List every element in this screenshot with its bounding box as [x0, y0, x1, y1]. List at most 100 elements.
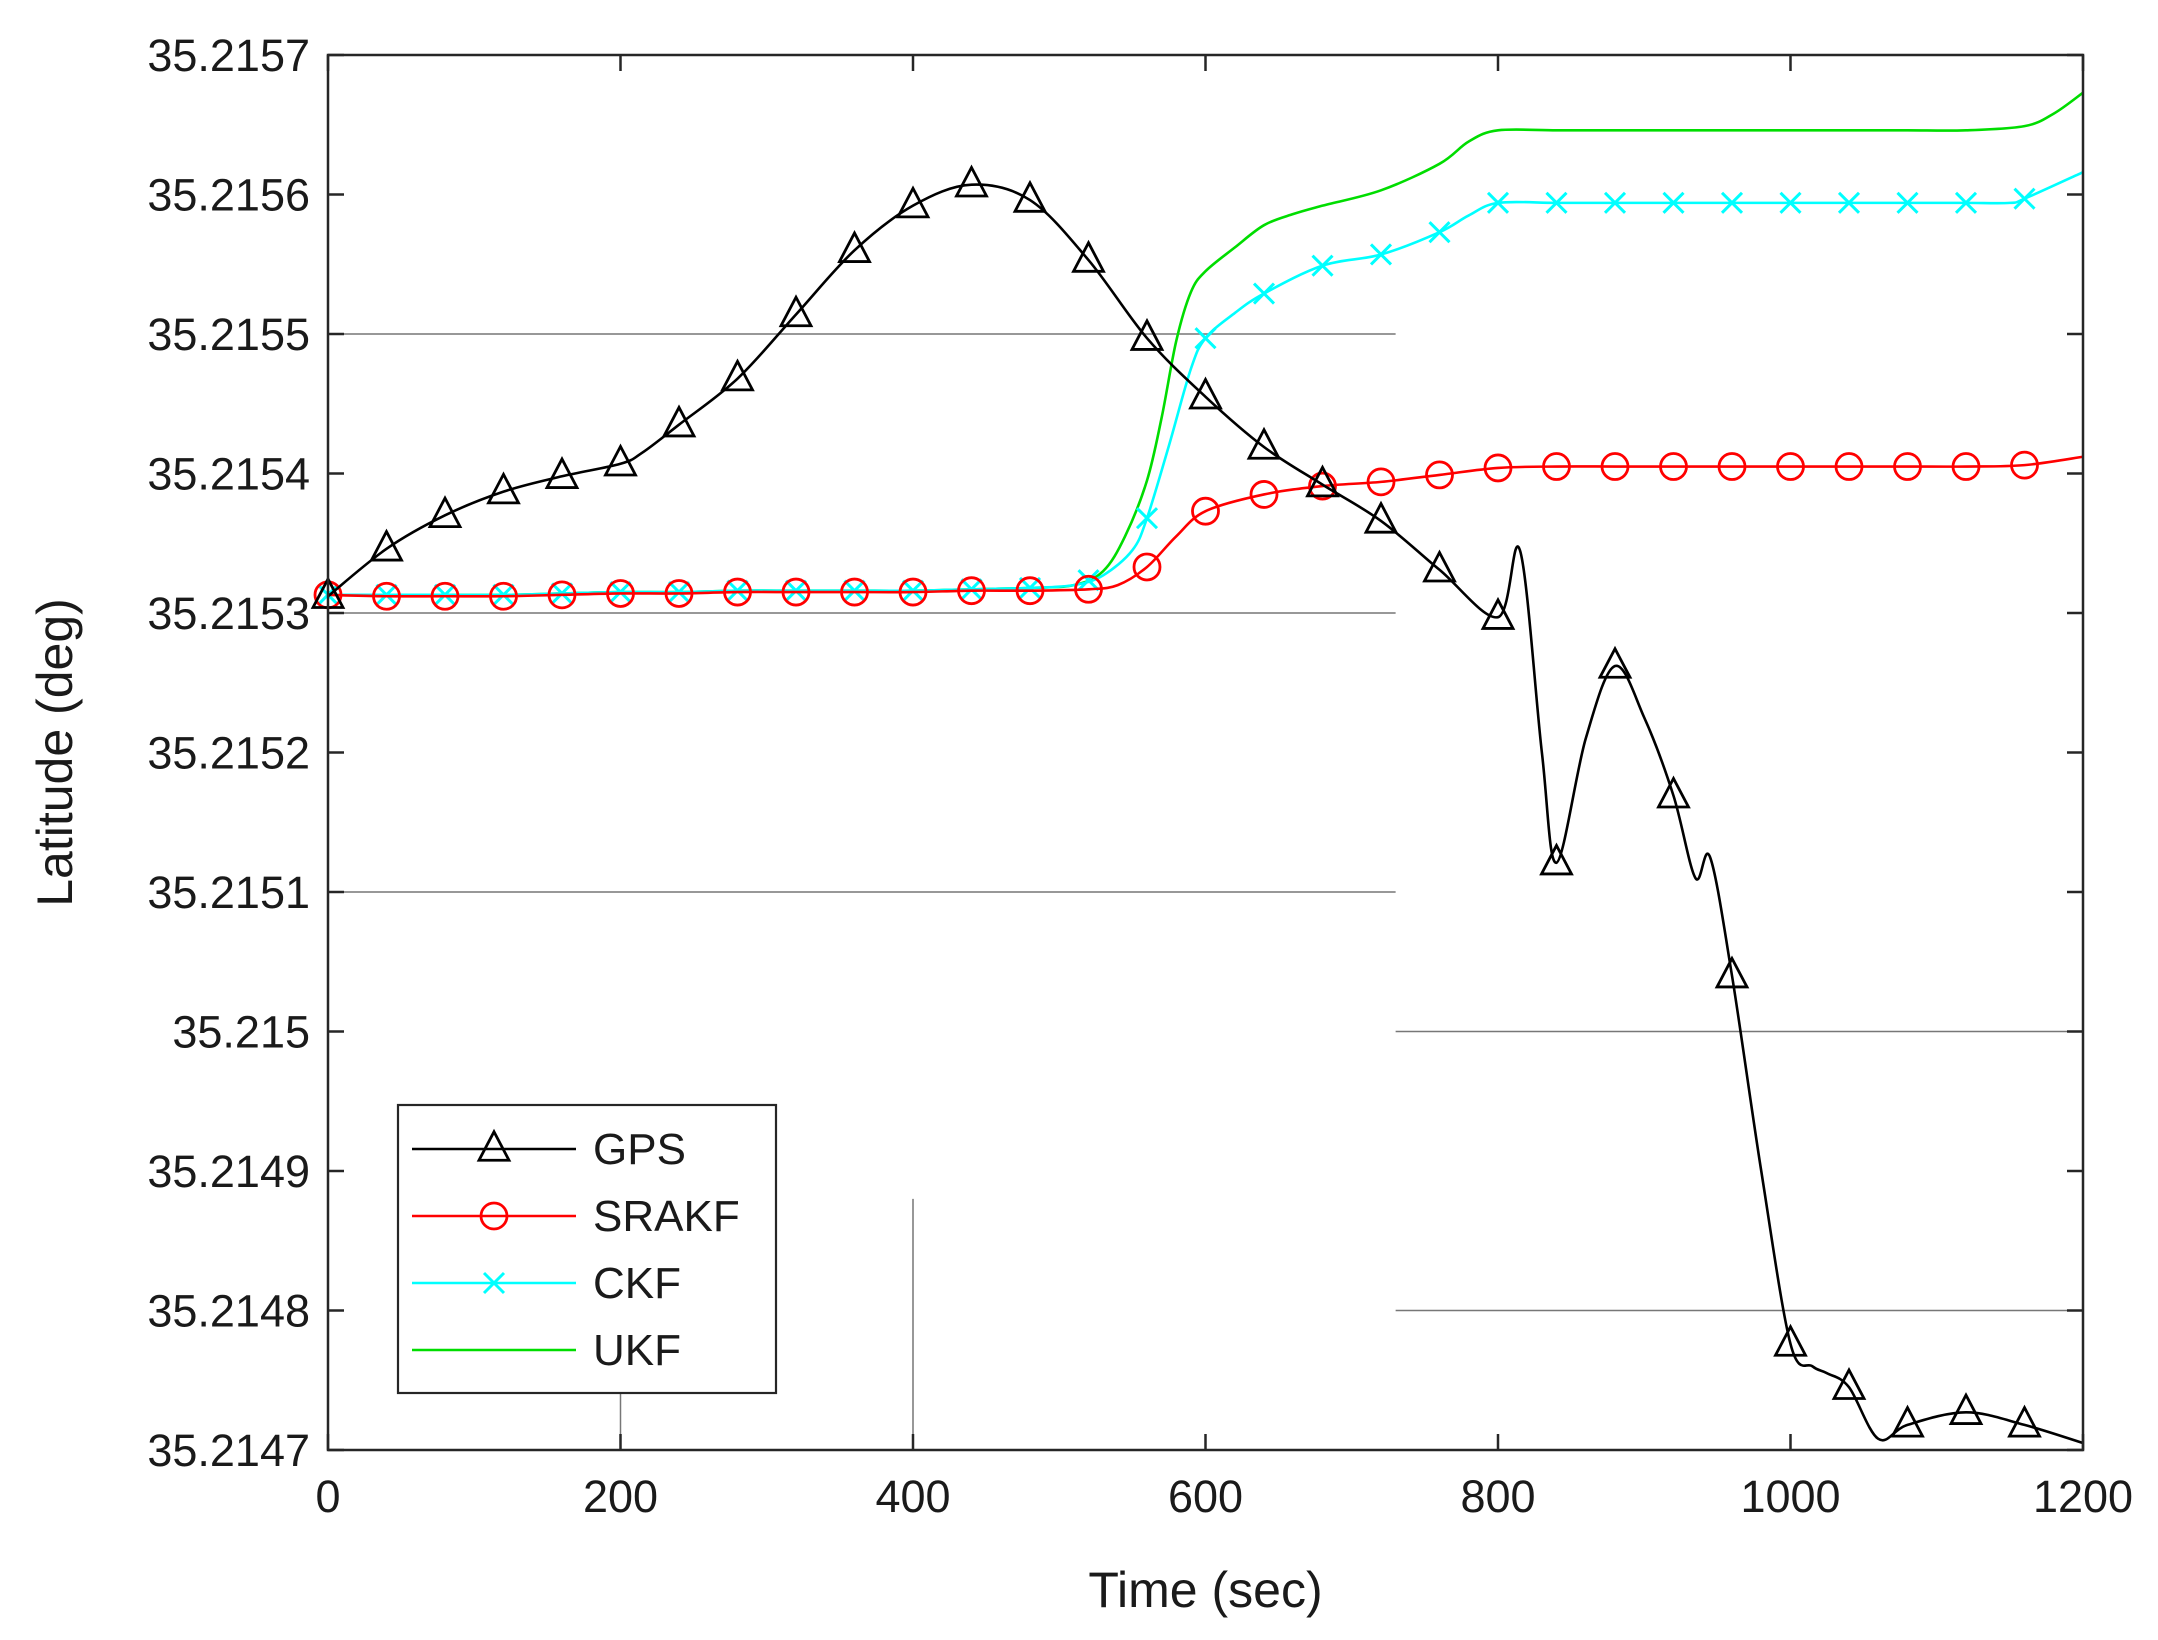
legend-label-srakf: SRAKF [593, 1192, 740, 1241]
x-tick-label: 400 [875, 1471, 950, 1522]
legend-entry-ckf: CKF [412, 1259, 681, 1308]
marker-ckf [375, 583, 398, 606]
marker-srakf [1600, 452, 1630, 481]
marker-ckf [1896, 191, 1919, 214]
series-srakf [313, 450, 2084, 611]
marker-srakf [1132, 552, 1162, 582]
marker-srakf [1717, 452, 1747, 481]
marker-gps [1890, 1404, 1925, 1438]
marker-gps [544, 456, 580, 489]
marker-srakf [1308, 471, 1337, 501]
marker-ckf [492, 583, 515, 606]
marker-srakf [840, 577, 869, 607]
marker-srakf [430, 581, 460, 611]
marker-gps [1948, 1392, 1984, 1425]
marker-gps [954, 164, 989, 198]
marker-srakf [957, 576, 986, 606]
marker-srakf [1951, 452, 1981, 481]
marker-gps [1246, 426, 1282, 460]
marker-srakf [723, 577, 752, 607]
marker-gps [1831, 1366, 1867, 1400]
legend-entry-srakf: SRAKF [412, 1192, 740, 1241]
marker-srakf [1542, 452, 1571, 481]
marker-ckf [1954, 191, 1978, 214]
series-ckf [316, 170, 2084, 606]
marker-ckf [1135, 507, 1159, 530]
marker-gps [427, 495, 463, 528]
marker-srakf [664, 579, 694, 608]
y-tick-label: 35.2153 [147, 588, 310, 639]
marker-ckf [784, 579, 808, 602]
marker-gps [1012, 179, 1048, 213]
legend-box [396, 1103, 778, 1395]
y-tick-label: 35.2147 [147, 1425, 310, 1476]
marker-srakf [1249, 480, 1279, 509]
legend-marker-ckf [482, 1271, 506, 1295]
marker-gps [1422, 549, 1457, 583]
y-tick-label: 35.2157 [147, 30, 310, 81]
marker-gps [1480, 596, 1516, 630]
marker-gps [1656, 775, 1691, 809]
marker-ckf [1779, 191, 1802, 214]
legend-label-gps: GPS [593, 1125, 686, 1174]
marker-ckf [2013, 187, 2036, 210]
series-layer [310, 91, 2084, 1445]
marker-gps [720, 358, 755, 392]
x-tick-label: 1200 [2033, 1471, 2133, 1522]
legend: GPS SRAKF CKF UKF [396, 1103, 778, 1395]
marker-ckf [960, 578, 983, 601]
x-axis: 0 200 400 600 800 1000 1200 [315, 55, 2133, 1522]
marker-ckf [843, 579, 866, 602]
marker-srakf [547, 580, 577, 610]
marker-gps [1305, 464, 1340, 498]
marker-srakf [1074, 574, 1103, 604]
marker-gps [661, 404, 697, 438]
marker-ckf [1603, 191, 1627, 214]
y-tick-label: 35.2149 [147, 1146, 310, 1197]
marker-gps [1363, 500, 1399, 534]
marker-ckf [609, 581, 632, 604]
marker-ckf [433, 583, 457, 606]
marker-gps [1773, 1323, 1808, 1357]
marker-srakf [1893, 452, 1922, 481]
marker-gps [486, 471, 521, 505]
legend-entry-ukf: UKF [412, 1326, 681, 1375]
marker-ckf [1837, 191, 1861, 214]
marker-ckf [1018, 576, 1042, 599]
x-tick-label: 800 [1460, 1471, 1535, 1522]
marker-ckf [1662, 191, 1685, 214]
marker-srakf [898, 577, 928, 607]
legend-marker-srakf [479, 1201, 509, 1231]
series-gps [310, 164, 2084, 1445]
artifact-lines [328, 333, 2083, 1450]
y-tick-label: 35.2154 [147, 449, 310, 500]
legend-label-ckf: CKF [593, 1259, 681, 1308]
marker-srakf [781, 577, 811, 607]
marker-ckf [1545, 191, 1568, 214]
marker-gps [1188, 376, 1223, 410]
marker-gps [369, 528, 404, 562]
x-axis-label: Time (sec) [1088, 1562, 1322, 1618]
legend-label-ukf: UKF [593, 1326, 681, 1375]
marker-gps [1129, 317, 1165, 351]
marker-gps [837, 230, 872, 263]
marker-ckf [1486, 191, 1510, 214]
marker-gps [1714, 955, 1750, 989]
marker-ckf [667, 581, 691, 604]
x-tick-label: 600 [1168, 1471, 1243, 1522]
marker-srakf [372, 581, 401, 611]
marker-srakf [489, 581, 518, 611]
x-tick-label: 0 [315, 1471, 340, 1522]
marker-gps [1597, 645, 1633, 679]
y-tick-label: 35.2155 [147, 309, 310, 360]
marker-ckf [1194, 327, 1217, 350]
marker-ckf [1311, 254, 1334, 277]
marker-ckf [1428, 221, 1451, 244]
marker-srakf [1659, 452, 1688, 481]
legend-entry-gps: GPS [412, 1125, 686, 1174]
marker-gps [778, 294, 814, 328]
y-tick-label: 35.2156 [147, 170, 310, 221]
marker-gps [603, 443, 638, 477]
